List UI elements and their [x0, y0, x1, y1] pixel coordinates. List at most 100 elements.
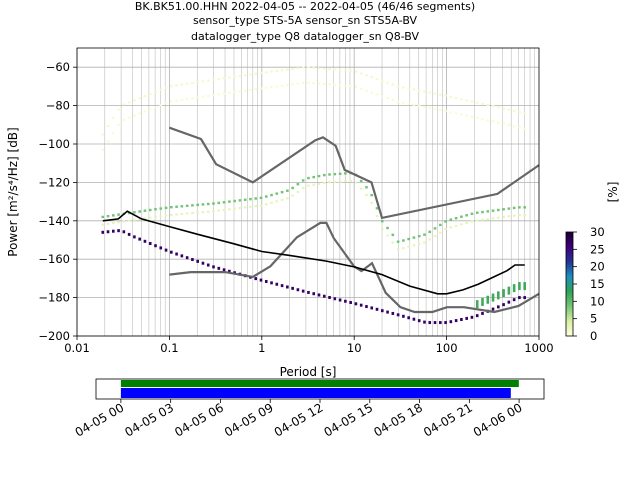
x-tick-label: 100 [436, 341, 458, 355]
coverage-psd-bar [120, 388, 511, 398]
density-cell-spread [180, 205, 184, 208]
density-cell-spread [101, 215, 105, 219]
density-cell-spread-low [344, 180, 347, 183]
colorbar-step [566, 274, 573, 277]
density-cell-high [354, 302, 358, 306]
density-cell-high [191, 258, 194, 262]
colorbar-step [566, 266, 573, 269]
density-cell-spread [491, 209, 495, 212]
density-cell-spread-low [486, 218, 490, 221]
density-cell-longperiod [512, 284, 516, 293]
density-cell-high [117, 229, 120, 233]
density-cell-outlier [206, 79, 210, 82]
density-cell-outlier [322, 67, 326, 70]
density-cell-spread [254, 197, 258, 200]
density-cell-spread-low [286, 197, 289, 200]
density-cell-spread [112, 214, 115, 217]
colorbar-step [566, 246, 573, 249]
density-cell-outlier [185, 82, 189, 85]
density-cell-spread-low [475, 219, 479, 222]
density-cell-spread-low [433, 235, 437, 238]
density-cell-spread-low [228, 208, 231, 211]
colorbar-step [566, 312, 573, 315]
density-cell-outlier [354, 70, 358, 73]
colorbar-tick-label: 0 [590, 329, 597, 343]
density-cell-outlier [507, 108, 511, 111]
density-cell-outlier-low [365, 89, 368, 92]
colorbar-step [566, 280, 573, 283]
colorbar-step [566, 240, 573, 243]
colorbar-tick-label: 30 [590, 225, 605, 239]
density-cell-spread-low [154, 215, 157, 218]
density-cell-outlier [502, 107, 505, 110]
density-cell-spread-low [402, 247, 405, 250]
colorbar-step [566, 286, 573, 289]
density-cell-spread [212, 202, 215, 205]
density-cell-outlier [428, 91, 432, 94]
density-cell-spread-low [201, 211, 205, 214]
colorbar-step [566, 324, 573, 327]
density-cell-spread-low [518, 214, 521, 217]
colorbar-step [566, 304, 573, 307]
density-cell-high [518, 296, 521, 300]
density-cell-outlier-low [154, 106, 157, 109]
density-cell-outlier-low [470, 115, 474, 118]
density-cell-outlier [333, 68, 337, 71]
density-cell-outlier-low [412, 103, 416, 106]
density-cell-spread-low [307, 184, 310, 187]
colorbar-step [566, 282, 573, 285]
density-cell-spread-low [275, 200, 279, 203]
density-cell-outlier-low [491, 120, 495, 123]
density-cell-high [291, 286, 294, 290]
coverage-tick-label: 04-05 00 [73, 400, 127, 439]
colorbar-step [566, 314, 573, 317]
density-cell-spread-low [380, 227, 384, 230]
density-cell-spread [380, 219, 384, 223]
density-cell-outlier-low [481, 118, 484, 121]
density-cell-outlier-low [512, 125, 516, 128]
density-cell-outlier-low [143, 110, 147, 113]
density-cell-spread [359, 179, 363, 183]
coverage-tick-label: 04-05 06 [172, 400, 226, 439]
density-cell-outlier-low [112, 132, 115, 135]
colorbar-step [566, 332, 573, 335]
density-cell-high [386, 310, 389, 314]
high-noise-model-line [169, 126, 540, 220]
density-cell-spread-low [175, 213, 178, 216]
density-cell-spread [402, 239, 405, 242]
density-cell-outlier [523, 112, 526, 115]
density-cell-spread [148, 208, 152, 212]
density-cell-outlier [349, 69, 352, 72]
density-cell-spread-low [117, 221, 120, 224]
title-line-3: datalogger_type Q8 datalogger_sn Q8-BV [191, 30, 419, 43]
density-cell-spread-low [449, 226, 453, 229]
density-cell-outlier-low [101, 148, 105, 151]
density-cell-high [349, 301, 352, 305]
density-cell-outlier [439, 93, 442, 96]
density-cell-spread-low [133, 218, 136, 221]
density-cell-high [175, 252, 178, 256]
density-cell-spread-low [502, 215, 505, 218]
density-cell-outlier [433, 92, 437, 95]
density-cell-outlier [238, 74, 242, 77]
density-cell-spread [317, 174, 321, 178]
density-cell-spread-low [507, 215, 511, 218]
density-cell-spread-low [106, 222, 110, 225]
density-cell-spread-low [280, 198, 284, 201]
coverage-tick-label: 04-05 03 [122, 400, 176, 439]
density-cell-spread-low [101, 223, 105, 226]
density-cell-outlier-low [201, 95, 205, 98]
colorbar-step [566, 292, 573, 295]
density-cell-outlier-low [486, 119, 490, 122]
density-cell-outlier [328, 68, 331, 71]
density-cell-spread [307, 176, 310, 180]
density-cell-spread [481, 210, 484, 214]
coverage-data-bar [120, 380, 519, 387]
density-cell-outlier-low [191, 97, 194, 100]
density-cell-spread [449, 218, 453, 221]
coverage-tick-label: 04-05 15 [322, 400, 376, 439]
density-cell-outlier-low [322, 83, 326, 86]
density-cell-spread [338, 172, 342, 175]
density-cell-spread-low [249, 205, 252, 208]
density-cell-spread-low [497, 216, 500, 219]
